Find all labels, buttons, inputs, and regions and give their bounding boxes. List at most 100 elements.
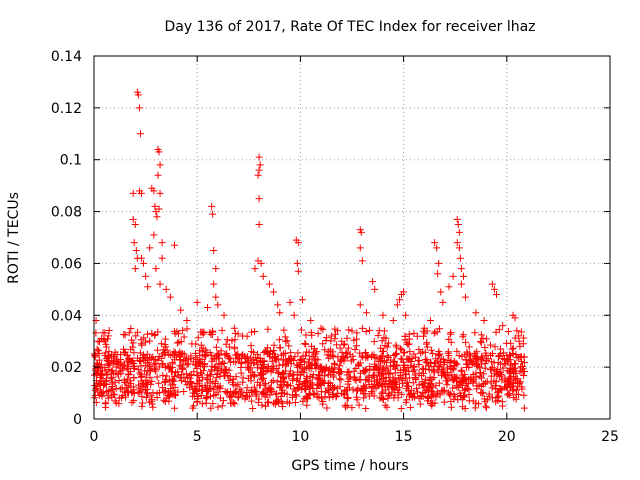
data-point <box>510 393 518 401</box>
data-point <box>213 350 221 358</box>
x-axis-label: GPS time / hours <box>291 458 408 474</box>
data-point <box>211 378 219 386</box>
data-point <box>137 340 145 348</box>
data-point <box>376 379 384 387</box>
data-point <box>395 296 403 304</box>
data-point <box>305 348 313 356</box>
data-point <box>518 368 526 376</box>
data-point <box>427 346 435 354</box>
data-point <box>161 341 169 349</box>
data-point <box>301 340 309 348</box>
data-point <box>341 390 349 398</box>
data-point <box>379 311 387 319</box>
data-point <box>362 404 370 412</box>
data-point <box>139 399 147 407</box>
data-point <box>336 383 344 391</box>
data-point <box>435 362 443 370</box>
data-point <box>334 353 342 361</box>
data-point <box>430 329 438 337</box>
data-point <box>241 355 249 363</box>
data-point <box>380 374 388 382</box>
data-point <box>431 328 439 336</box>
data-point <box>463 348 471 356</box>
data-point <box>473 382 481 390</box>
data-point <box>214 367 222 375</box>
data-point <box>105 327 113 335</box>
data-point <box>313 393 321 401</box>
data-point <box>444 348 452 356</box>
x-tick-label: 20 <box>498 429 516 445</box>
data-point <box>505 327 513 335</box>
data-point <box>195 376 203 384</box>
data-point <box>269 347 277 355</box>
data-point <box>180 388 188 396</box>
data-point <box>207 404 215 412</box>
data-point <box>186 372 194 380</box>
data-point <box>148 377 156 385</box>
data-point <box>473 348 481 356</box>
data-point <box>239 378 247 386</box>
data-point <box>119 366 127 374</box>
data-point <box>149 403 157 411</box>
data-point <box>490 285 498 293</box>
data-point <box>463 380 471 388</box>
data-point <box>143 330 151 338</box>
data-point <box>263 367 271 375</box>
data-point <box>276 344 284 352</box>
data-point <box>393 301 401 309</box>
data-point <box>478 389 486 397</box>
data-point <box>343 371 351 379</box>
data-point <box>170 241 178 249</box>
data-point <box>402 311 410 319</box>
data-point <box>472 309 480 317</box>
data-point <box>243 384 251 392</box>
data-point <box>352 376 360 384</box>
data-point <box>501 374 509 382</box>
data-point <box>310 345 318 353</box>
data-point <box>445 283 453 291</box>
data-point <box>419 393 427 401</box>
data-point <box>103 377 111 385</box>
data-point <box>308 361 316 369</box>
data-point <box>262 402 270 410</box>
data-point <box>294 267 302 275</box>
data-point <box>337 376 345 384</box>
data-point <box>417 349 425 357</box>
data-point <box>252 388 260 396</box>
data-point <box>390 352 398 360</box>
data-point <box>361 390 369 398</box>
data-point <box>421 329 429 337</box>
data-point <box>159 360 167 368</box>
data-point <box>466 376 474 384</box>
data-point <box>405 340 413 348</box>
data-point <box>275 361 283 369</box>
data-point <box>120 361 128 369</box>
data-point <box>129 189 137 197</box>
data-point <box>270 399 278 407</box>
data-point <box>456 379 464 387</box>
data-point <box>241 395 249 403</box>
data-point <box>294 384 302 392</box>
data-point <box>191 393 199 401</box>
data-point <box>255 195 263 203</box>
data-point <box>203 348 211 356</box>
data-point <box>258 371 266 379</box>
data-point <box>371 380 379 388</box>
data-point <box>293 361 301 369</box>
data-point <box>520 391 528 399</box>
data-point <box>465 343 473 351</box>
data-point <box>443 381 451 389</box>
data-point <box>461 374 469 382</box>
data-point <box>376 394 384 402</box>
data-point <box>360 382 368 390</box>
data-point <box>153 393 161 401</box>
data-point <box>492 382 500 390</box>
data-point <box>471 404 479 412</box>
data-point <box>291 398 299 406</box>
data-point <box>142 361 150 369</box>
data-point <box>183 316 191 324</box>
data-point <box>209 210 217 218</box>
data-point <box>283 382 291 390</box>
data-point <box>131 221 139 229</box>
data-point <box>230 324 238 332</box>
